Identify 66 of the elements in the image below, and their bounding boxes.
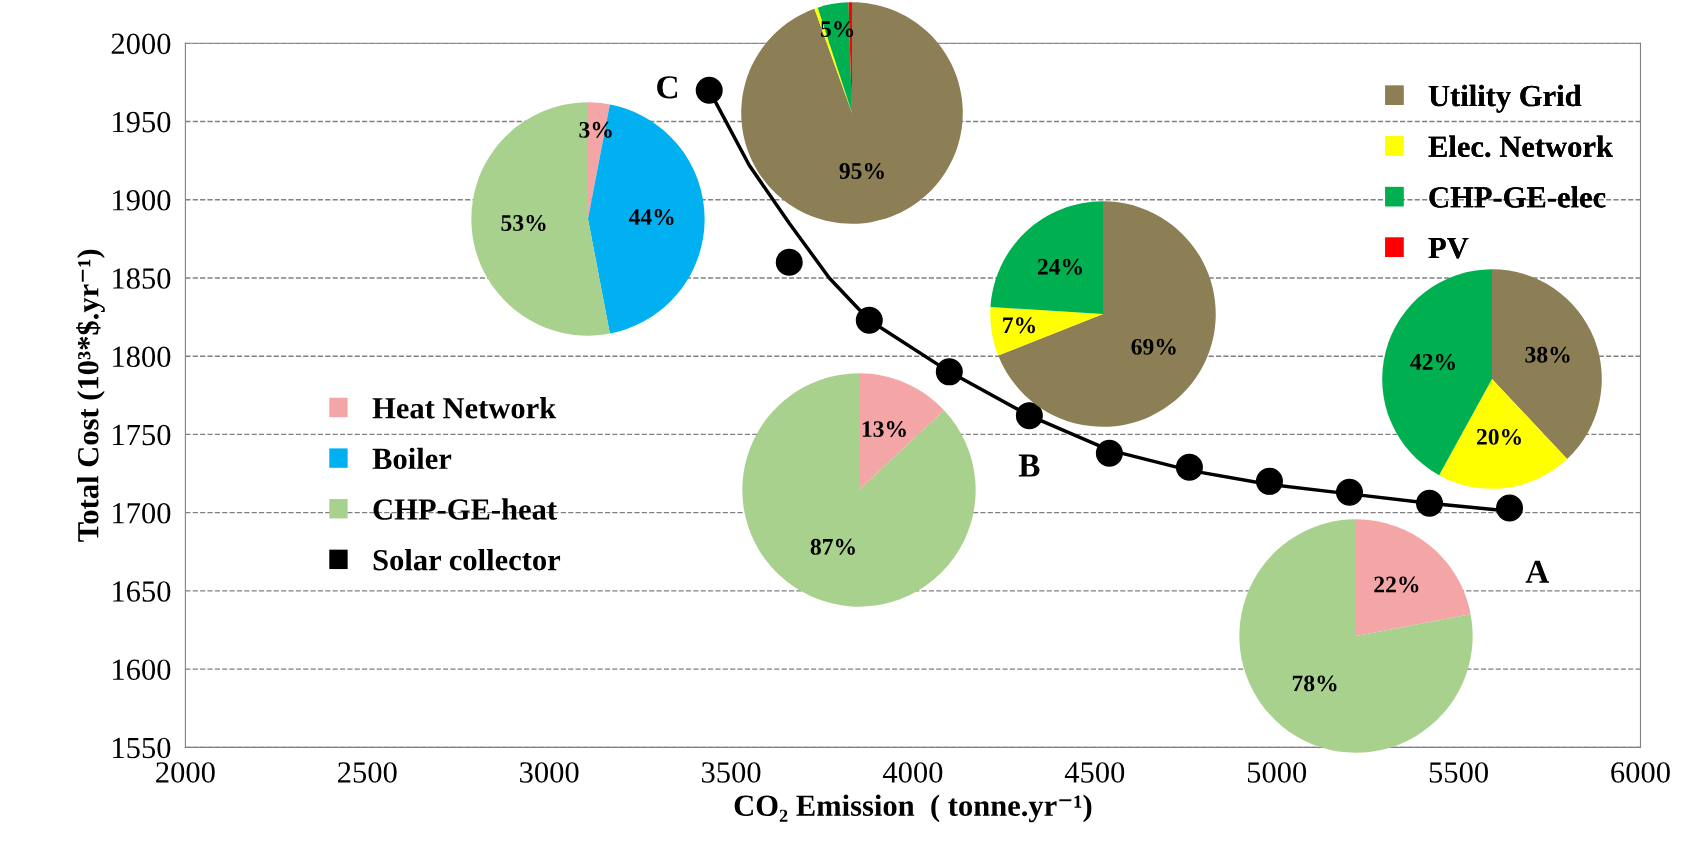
legend-label: Boiler [372, 447, 452, 470]
annotation: A [1525, 560, 1550, 583]
x-tick-label: 4000 [882, 762, 943, 783]
point [1255, 467, 1283, 495]
point [1095, 439, 1123, 467]
legend-label: CHP-GE-heat [373, 498, 557, 520]
point [775, 248, 803, 276]
pie-slice [471, 102, 610, 336]
y-tick-label: 1700 [113, 502, 171, 524]
x-tick-label: 5000 [1247, 762, 1307, 783]
x-tick-label: 5500 [1429, 762, 1488, 783]
x-tick-label: 3500 [701, 762, 761, 783]
data-label: 95% [839, 163, 884, 180]
y-tick-label: 1850 [113, 268, 171, 289]
point [1416, 489, 1443, 517]
data-label: 42% [1410, 353, 1455, 370]
legend-label: CHP-GE-elec [1429, 186, 1606, 208]
pie-slice [1439, 379, 1568, 489]
legend-label: Utility Grid [1428, 84, 1582, 113]
legend-label: Solar collector [373, 548, 561, 571]
data-label: 13% [862, 421, 906, 438]
data-label: 87% [810, 538, 855, 555]
data-label: 53% [501, 215, 546, 232]
y-tick-label: 1900 [113, 190, 171, 211]
y-tick-label: 1800 [113, 346, 171, 368]
data-label: 44% [628, 208, 674, 225]
pie-slice [859, 373, 945, 490]
legend-label: PV [1428, 237, 1469, 259]
data-label: 20% [1476, 428, 1521, 445]
pie-slice [990, 201, 1103, 314]
y-tick-label: 2000 [111, 33, 171, 55]
pie-slice [1239, 519, 1473, 753]
y-axis-title: Total Cost (10³*$.yr⁻¹) [76, 249, 105, 542]
annotation: B [1018, 454, 1040, 477]
y-tick-label: 1550 [113, 737, 171, 759]
data-label: 38% [1525, 346, 1570, 363]
point [855, 306, 883, 334]
y-tick-label: 1750 [113, 424, 171, 446]
x-tick-label: 4500 [1064, 762, 1125, 783]
legend-label: Elec. Network [1428, 135, 1613, 158]
point [695, 76, 723, 104]
legend-label: Heat Network [372, 397, 557, 419]
point [1496, 494, 1524, 522]
y-tick-label: 1650 [113, 581, 171, 602]
x-tick-label: 6000 [1611, 762, 1670, 783]
point [1175, 453, 1203, 481]
data-label: 69% [1131, 338, 1176, 355]
annotation: C [657, 76, 678, 99]
y-tick-label: 1600 [113, 659, 171, 681]
pie-slice [998, 201, 1216, 427]
point [935, 358, 963, 386]
point [1335, 478, 1363, 506]
data-label: 24% [1037, 258, 1082, 275]
x-axis-title: CO₂ Emission ( tonne.yr⁻¹) [734, 794, 1092, 823]
x-tick-label: 3000 [520, 762, 579, 783]
pie-slice [990, 306, 1103, 356]
pie-slice [741, 2, 963, 224]
data-label: 78% [1292, 675, 1337, 692]
pie-slice [742, 373, 976, 607]
y-tick-label: 1950 [113, 111, 171, 133]
data-label: 7% [1003, 317, 1035, 334]
x-tick-label: 2500 [338, 762, 397, 783]
pie-slice [1356, 519, 1471, 636]
x-tick-label: 2000 [156, 762, 215, 783]
data-label: 22% [1374, 576, 1419, 593]
point [1015, 402, 1043, 430]
